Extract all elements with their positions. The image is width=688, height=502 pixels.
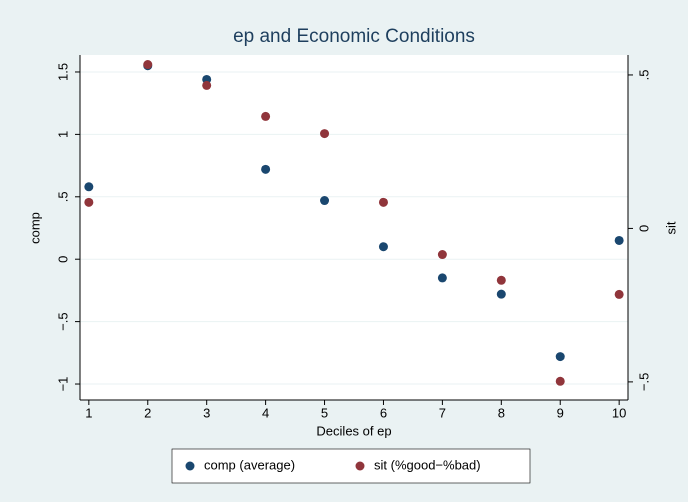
point — [555, 352, 565, 362]
y-tick-label: 1.5 — [55, 63, 70, 81]
y2-axis-title: sit — [663, 221, 678, 234]
y-tick-label: −1 — [55, 377, 70, 392]
plot-area — [80, 55, 628, 400]
x-tick-label: 10 — [612, 405, 626, 420]
x-tick-label: 3 — [203, 405, 210, 420]
point — [84, 197, 94, 207]
point — [84, 182, 94, 192]
x-tick-label: 4 — [262, 405, 269, 420]
point — [437, 250, 447, 260]
point — [437, 273, 447, 283]
y2-tick-label: 0 — [636, 225, 651, 232]
point — [555, 376, 565, 386]
point — [320, 129, 330, 139]
x-axis-title: Deciles of ep — [316, 423, 391, 438]
y-axis-title: comp — [27, 212, 42, 244]
y-tick-label: .5 — [55, 191, 70, 202]
point — [614, 289, 624, 299]
point — [378, 197, 388, 207]
x-tick-label: 8 — [498, 405, 505, 420]
x-tick-label: 2 — [144, 405, 151, 420]
point — [261, 111, 271, 121]
point — [496, 275, 506, 285]
point — [261, 164, 271, 174]
y-tick-label: 0 — [55, 256, 70, 263]
point — [614, 235, 624, 245]
point — [143, 60, 153, 70]
legend — [171, 448, 531, 484]
point — [378, 242, 388, 252]
point — [202, 80, 212, 90]
x-tick-label: 9 — [557, 405, 564, 420]
point — [496, 289, 506, 299]
chart-title: ep and Economic Conditions — [233, 26, 475, 47]
point — [320, 196, 330, 206]
x-tick-label: 5 — [321, 405, 328, 420]
x-tick-label: 1 — [85, 405, 92, 420]
x-tick-label: 7 — [439, 405, 446, 420]
legend-label: comp (average) — [204, 457, 295, 472]
y2-tick-label: .5 — [636, 70, 651, 81]
legend-marker — [355, 461, 365, 471]
legend-marker — [185, 461, 195, 471]
x-tick-label: 6 — [380, 405, 387, 420]
y-tick-label: −.5 — [55, 312, 70, 330]
y-tick-label: 1 — [55, 131, 70, 138]
legend-label: sit (%good−%bad) — [374, 457, 481, 472]
y2-tick-label: −.5 — [636, 373, 651, 391]
